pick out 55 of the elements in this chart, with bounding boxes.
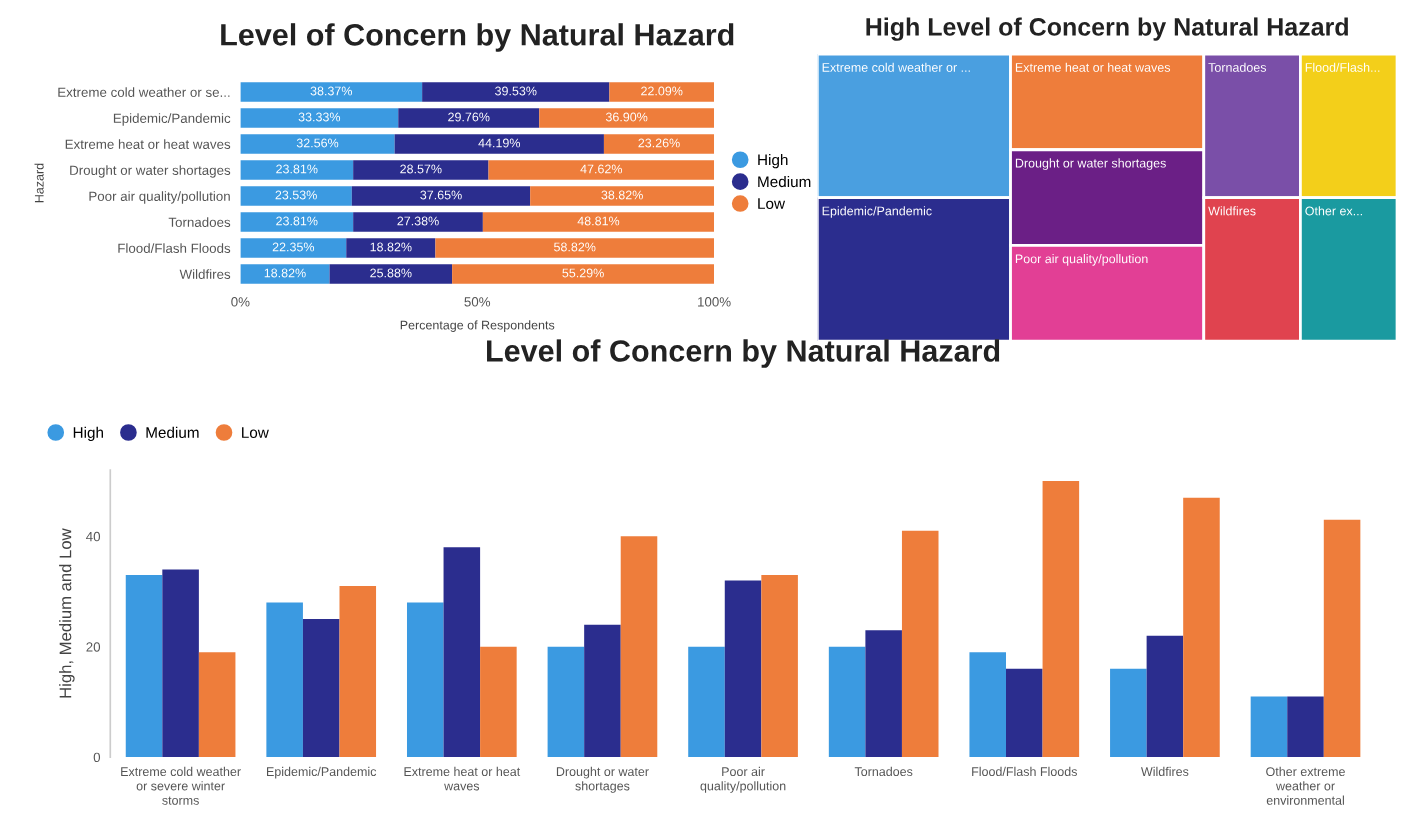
bar xyxy=(901,530,939,758)
bar xyxy=(302,619,340,758)
bar xyxy=(162,569,199,758)
bar xyxy=(584,624,621,758)
bar xyxy=(266,602,303,758)
bar xyxy=(969,652,1007,758)
bar xyxy=(1323,519,1361,758)
bar xyxy=(1250,696,1288,758)
text: High Level of Concern by Natural Hazard xyxy=(866,17,1348,41)
bar xyxy=(724,580,762,758)
bar xyxy=(240,264,330,284)
bar xyxy=(1110,668,1147,758)
bar xyxy=(406,602,444,758)
bar xyxy=(422,82,610,102)
bar xyxy=(452,264,715,284)
y-axis-title: High, Medium and Low xyxy=(59,528,75,698)
bar xyxy=(435,238,715,258)
bar xyxy=(480,646,517,758)
bar xyxy=(828,646,866,758)
bar xyxy=(1146,635,1184,758)
bar xyxy=(688,646,725,758)
bar xyxy=(488,160,715,180)
bar xyxy=(761,574,798,758)
bar xyxy=(351,186,531,206)
bar xyxy=(1183,497,1220,758)
bar xyxy=(353,160,489,180)
bar xyxy=(1287,696,1324,758)
bar xyxy=(125,574,163,758)
bar xyxy=(443,547,481,758)
bar xyxy=(198,652,236,758)
bar xyxy=(603,134,715,154)
bar xyxy=(329,264,453,284)
bar xyxy=(240,212,354,232)
bar xyxy=(346,238,436,258)
bar xyxy=(530,186,715,206)
chart-title: Level of Concern by Natural Hazard xyxy=(221,23,734,52)
chart-title: Level of Concern by Natural Hazard xyxy=(487,339,1000,368)
bar xyxy=(865,630,902,758)
bar xyxy=(353,212,483,232)
bar xyxy=(240,186,352,206)
bar xyxy=(339,586,377,758)
bar xyxy=(394,134,604,154)
bar xyxy=(547,646,585,758)
bar xyxy=(398,108,540,128)
bar xyxy=(240,238,347,258)
bar xyxy=(240,160,354,180)
bar xyxy=(240,134,395,154)
bar xyxy=(240,82,423,102)
bar xyxy=(1042,481,1080,758)
bar xyxy=(482,212,715,232)
bar xyxy=(240,108,399,128)
bar xyxy=(609,82,715,102)
bar xyxy=(1006,668,1043,758)
bar xyxy=(620,536,658,758)
bar xyxy=(539,108,715,128)
